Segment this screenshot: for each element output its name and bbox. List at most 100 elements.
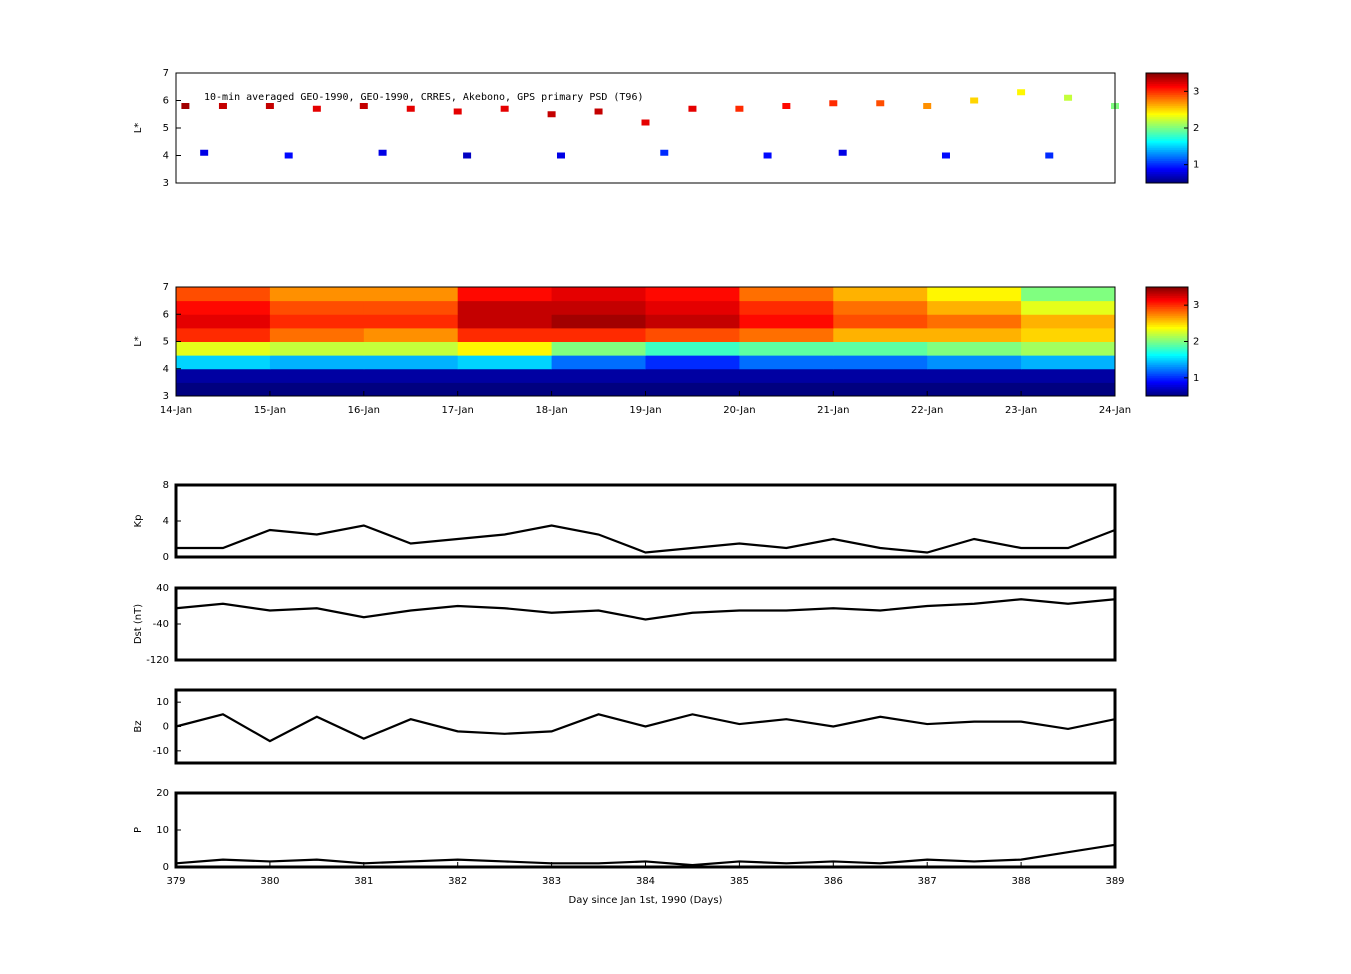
colorbar-step xyxy=(1146,305,1188,308)
colorbar-step xyxy=(1146,85,1188,89)
y-tick-label: 7 xyxy=(163,68,169,79)
x-tick-label: 18-Jan xyxy=(535,405,567,416)
colorbar-step xyxy=(1146,359,1188,362)
psd-point xyxy=(406,105,415,112)
x-tick-label: 19-Jan xyxy=(629,405,661,416)
psd-point xyxy=(500,105,509,112)
colorbar-step xyxy=(1146,104,1188,107)
psd-point xyxy=(556,152,565,159)
x-tick-label: 23-Jan xyxy=(1005,405,1037,416)
heat-cell xyxy=(739,368,834,383)
colorbar-step xyxy=(1146,93,1188,96)
heat-cell xyxy=(457,382,553,397)
colorbar-step xyxy=(1146,102,1188,105)
psd-point xyxy=(1017,89,1026,96)
colorbar-step xyxy=(1146,392,1188,395)
colorbar-step xyxy=(1146,312,1188,315)
colorbar-step xyxy=(1146,168,1188,171)
psd-point xyxy=(688,105,697,112)
colorbar-step xyxy=(1146,332,1188,335)
y-tick-label: 5 xyxy=(163,337,169,348)
colorbar-step xyxy=(1146,173,1188,177)
heat-cell xyxy=(927,300,1022,315)
heat-cell xyxy=(551,368,646,383)
colorbar-step xyxy=(1146,144,1188,147)
y-tick-label: 40 xyxy=(156,583,169,594)
colorbar-step xyxy=(1146,337,1188,341)
heat-cell xyxy=(1021,355,1116,370)
x-tick-label: 22-Jan xyxy=(911,405,943,416)
heat-cell xyxy=(1021,382,1116,397)
psd-point xyxy=(923,103,932,109)
colorbar-step xyxy=(1146,374,1188,377)
colorbar-step xyxy=(1146,162,1188,166)
heat-cell xyxy=(363,314,459,329)
heat-cell xyxy=(739,355,834,370)
psd-point xyxy=(829,100,838,107)
y-tick-label: 6 xyxy=(163,96,169,107)
y-axis-label: Kp xyxy=(133,515,144,528)
colorbar-step xyxy=(1146,164,1188,167)
colorbar-step xyxy=(1146,385,1188,388)
heat-cell xyxy=(1021,314,1116,329)
x-axis-label: Day since Jan 1st, 1990 (Days) xyxy=(569,895,723,906)
colorbar-step xyxy=(1146,334,1188,337)
y-axis-label: L* xyxy=(133,336,144,347)
colorbar-step xyxy=(1146,308,1188,312)
colorbar-step xyxy=(1146,352,1188,355)
colorbar-step xyxy=(1146,381,1188,384)
colorbar-step xyxy=(1146,357,1188,361)
heat-cell xyxy=(833,368,928,383)
heat-cell xyxy=(739,341,834,356)
colorbar-step xyxy=(1146,91,1188,94)
colorbar-step xyxy=(1146,131,1188,134)
colorbar-step xyxy=(1146,151,1188,155)
colorbar-step xyxy=(1146,96,1188,100)
colorbar-step xyxy=(1146,326,1188,330)
heat-cell xyxy=(927,355,1022,370)
heat-cell xyxy=(176,341,271,356)
x-tick-label: 14-Jan xyxy=(160,405,192,416)
heat-cell xyxy=(739,327,834,342)
y-tick-label: 4 xyxy=(163,364,169,375)
axes-frame xyxy=(174,483,1117,559)
colorbar-step xyxy=(1146,390,1188,393)
colorbar-step xyxy=(1146,341,1188,344)
colorbar-step xyxy=(1146,354,1188,357)
colorbar-step xyxy=(1146,84,1188,87)
colorbar-step xyxy=(1146,113,1188,116)
colorbar-step xyxy=(1146,109,1188,112)
colorbar-step xyxy=(1146,161,1188,164)
colorbar-step xyxy=(1146,319,1188,323)
heat-cell xyxy=(645,314,740,329)
y-tick-label: 0 xyxy=(163,552,169,563)
colorbar-step xyxy=(1146,383,1188,386)
y-axis-label: Bz xyxy=(133,720,144,732)
heat-cell xyxy=(176,300,271,315)
heat-cell xyxy=(1021,327,1116,342)
colorbar-step xyxy=(1146,306,1188,310)
x-tick-label: 15-Jan xyxy=(254,405,286,416)
psd-point xyxy=(763,152,772,159)
colorbar-step xyxy=(1146,363,1188,366)
colorbar-tick-label: 2 xyxy=(1193,123,1199,134)
y-tick-label: 20 xyxy=(156,788,169,799)
colorbar-step xyxy=(1146,76,1188,79)
colorbar-step xyxy=(1146,366,1188,370)
heat-cell xyxy=(739,314,834,329)
y-tick-label: 0 xyxy=(163,862,169,873)
colorbar-step xyxy=(1146,117,1188,120)
y-axis-label: L* xyxy=(133,123,144,134)
colorbar-step xyxy=(1146,181,1188,184)
x-tick-label: 20-Jan xyxy=(723,405,755,416)
data-line xyxy=(175,713,1116,743)
y-tick-label: -120 xyxy=(146,655,169,666)
colorbar-step xyxy=(1146,153,1188,156)
heat-cell xyxy=(363,355,459,370)
heat-cell xyxy=(927,341,1022,356)
heat-cell xyxy=(833,314,928,329)
heat-cell xyxy=(457,327,553,342)
x-tick-label: 380 xyxy=(260,876,279,887)
psd-point xyxy=(463,152,472,159)
